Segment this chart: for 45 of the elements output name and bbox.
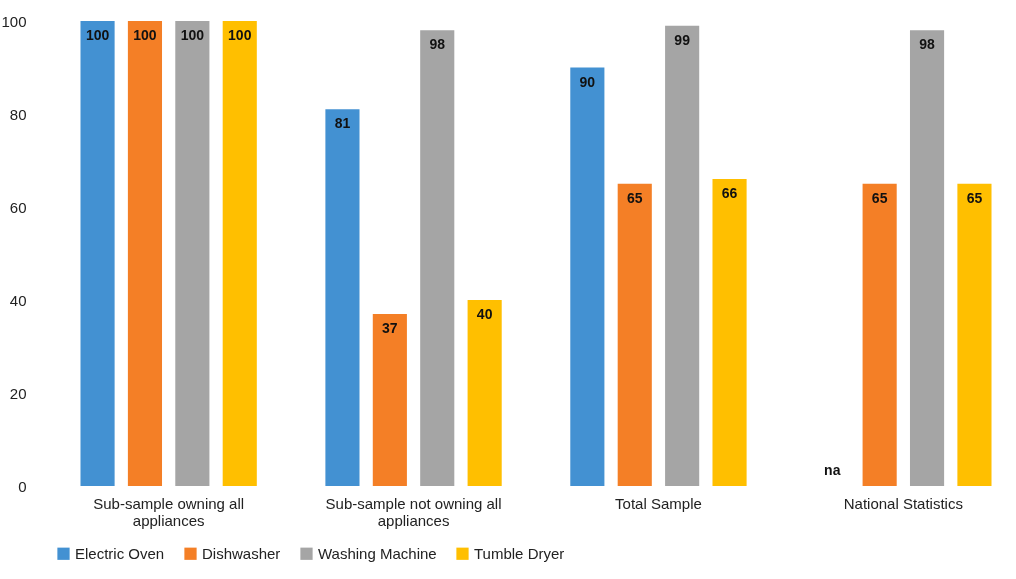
- bar: [862, 183, 897, 486]
- legend-label: Dishwasher: [202, 544, 281, 562]
- data-label: 100: [180, 27, 205, 43]
- legend-label: Washing Machine: [318, 544, 437, 562]
- y-tick-label: 20: [9, 384, 27, 402]
- data-label: 65: [626, 189, 643, 206]
- legend-label: Electric Oven: [75, 544, 165, 562]
- data-label: 100: [133, 27, 157, 43]
- bar: [80, 21, 115, 486]
- bar: [467, 300, 502, 486]
- y-tick-label: 80: [9, 105, 27, 123]
- bar: [570, 67, 605, 486]
- data-label: 98: [919, 36, 936, 53]
- bar: [325, 109, 360, 486]
- x-tick-label: Total Sample: [615, 494, 702, 512]
- bar: [712, 179, 747, 486]
- text: na: [824, 462, 841, 478]
- data-label: 98: [429, 36, 446, 53]
- x-tick-label: National Statistics: [843, 494, 963, 512]
- bar: [175, 21, 210, 486]
- bar: [420, 30, 455, 486]
- data-label: 40: [476, 306, 493, 322]
- bar: [957, 183, 992, 486]
- bar: [127, 21, 163, 486]
- bar: [909, 30, 945, 486]
- data-label: 66: [721, 185, 738, 202]
- data-label: 81: [334, 115, 351, 132]
- x-tick-label: Sub-sample owning all appliances: [93, 494, 245, 529]
- data-label: 65: [966, 189, 983, 206]
- y-tick-label: 60: [9, 198, 27, 216]
- x-tick-label: Sub-sample not owning all appliances: [325, 494, 502, 529]
- data-label: 65: [871, 189, 888, 206]
- bar: [665, 25, 700, 486]
- y-tick-label: 40: [9, 291, 27, 309]
- y-tick-label: 0: [18, 477, 27, 495]
- y-tick-label: 100: [1, 12, 27, 30]
- bar: [372, 313, 407, 486]
- data-label: 100: [85, 27, 110, 43]
- bar: [222, 21, 257, 486]
- bar: [617, 183, 652, 486]
- data-label: 90: [579, 73, 596, 90]
- data-label: 99: [674, 31, 691, 48]
- data-label: 100: [228, 27, 252, 43]
- legend-label: Tumble Dryer: [474, 544, 565, 562]
- data-label: 37: [382, 319, 398, 336]
